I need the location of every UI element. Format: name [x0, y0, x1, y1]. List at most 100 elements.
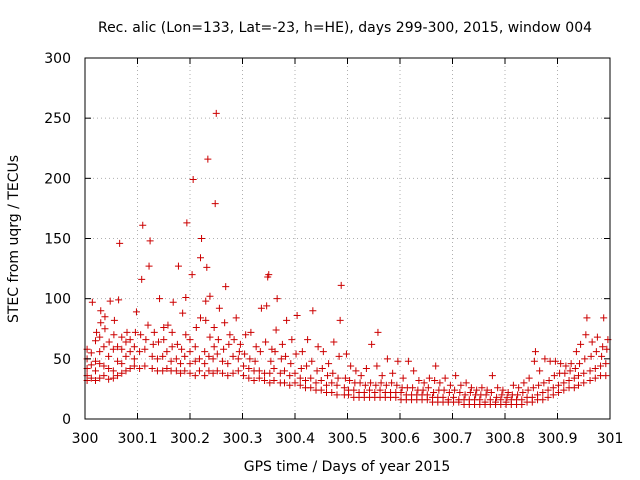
data-point [486, 396, 494, 404]
data-point [87, 349, 95, 357]
data-point [476, 396, 484, 404]
data-point [333, 381, 341, 389]
data-point [341, 374, 349, 382]
data-point [425, 374, 433, 382]
x-tick-label: 300.1 [117, 431, 157, 447]
data-point [488, 372, 496, 380]
data-point [397, 389, 405, 397]
data-point [444, 396, 452, 404]
data-point [257, 304, 265, 312]
data-point [376, 386, 384, 394]
data-point [545, 376, 553, 384]
data-point [186, 369, 194, 377]
data-point [313, 367, 321, 375]
data-point [325, 360, 333, 368]
data-point [404, 357, 412, 365]
data-point [160, 336, 168, 344]
data-point [557, 360, 565, 368]
data-point [236, 340, 244, 348]
data-point [481, 398, 489, 406]
data-point [114, 372, 122, 380]
data-point [114, 357, 122, 365]
data-point [267, 357, 275, 365]
data-point [235, 348, 243, 356]
data-point [159, 352, 167, 360]
data-point [230, 336, 238, 344]
data-point [597, 362, 605, 370]
data-point [266, 369, 274, 377]
data-point [572, 348, 580, 356]
data-point [534, 391, 542, 399]
data-point [189, 176, 197, 184]
data-point [186, 348, 194, 356]
data-point [155, 338, 162, 346]
data-point [211, 200, 219, 208]
data-point [126, 348, 134, 356]
data-point [88, 298, 96, 306]
data-point [328, 389, 336, 397]
data-point [439, 393, 447, 401]
data-point [100, 343, 108, 351]
data-point [519, 389, 527, 397]
data-point [206, 292, 214, 300]
data-point [555, 381, 563, 389]
data-point [334, 374, 342, 382]
data-point [451, 386, 459, 394]
data-point [360, 389, 368, 397]
data-point [229, 369, 237, 377]
data-point [206, 333, 214, 341]
data-point [197, 254, 204, 262]
data-point [330, 338, 338, 346]
data-point [153, 355, 161, 363]
data-point [136, 348, 144, 356]
data-point [159, 367, 167, 375]
y-tick-label: 250 [44, 111, 71, 127]
data-point [160, 324, 168, 332]
data-point [473, 386, 481, 394]
data-point [450, 393, 458, 401]
data-point [371, 389, 379, 397]
data-point [273, 295, 281, 303]
data-point [382, 381, 390, 389]
data-point [149, 340, 157, 348]
x-tick-label: 300.6 [380, 431, 420, 447]
data-point [328, 379, 336, 387]
x-tick-label: 300.8 [485, 431, 525, 447]
data-point [203, 263, 211, 271]
data-point [222, 283, 230, 291]
data-point [570, 384, 578, 392]
data-point [251, 357, 259, 365]
data-point [101, 325, 109, 333]
axis-ticks [84, 57, 611, 420]
data-point [177, 360, 185, 368]
data-point [122, 352, 130, 360]
data-point [192, 324, 200, 332]
data-point [101, 313, 109, 321]
data-point [141, 362, 149, 370]
data-point [535, 381, 543, 389]
data-point [583, 314, 591, 322]
data-point [317, 386, 325, 394]
x-tick-label: 300.5 [327, 431, 367, 447]
data-point [567, 360, 575, 368]
data-point [539, 396, 547, 404]
data-point [168, 343, 176, 351]
data-point [240, 372, 248, 380]
data-point [309, 307, 317, 315]
data-point [571, 364, 579, 372]
data-point [138, 275, 146, 283]
data-point [144, 321, 152, 329]
data-point [394, 357, 402, 365]
data-point [130, 343, 138, 351]
data-point [393, 381, 401, 389]
data-point [234, 355, 242, 363]
data-point [96, 374, 104, 382]
data-point [167, 357, 175, 365]
data-point [262, 338, 270, 346]
data-point [560, 386, 568, 394]
data-point [87, 374, 95, 382]
data-point [314, 343, 322, 351]
data-point [219, 357, 227, 365]
data-point [374, 328, 382, 336]
data-point [602, 372, 610, 380]
